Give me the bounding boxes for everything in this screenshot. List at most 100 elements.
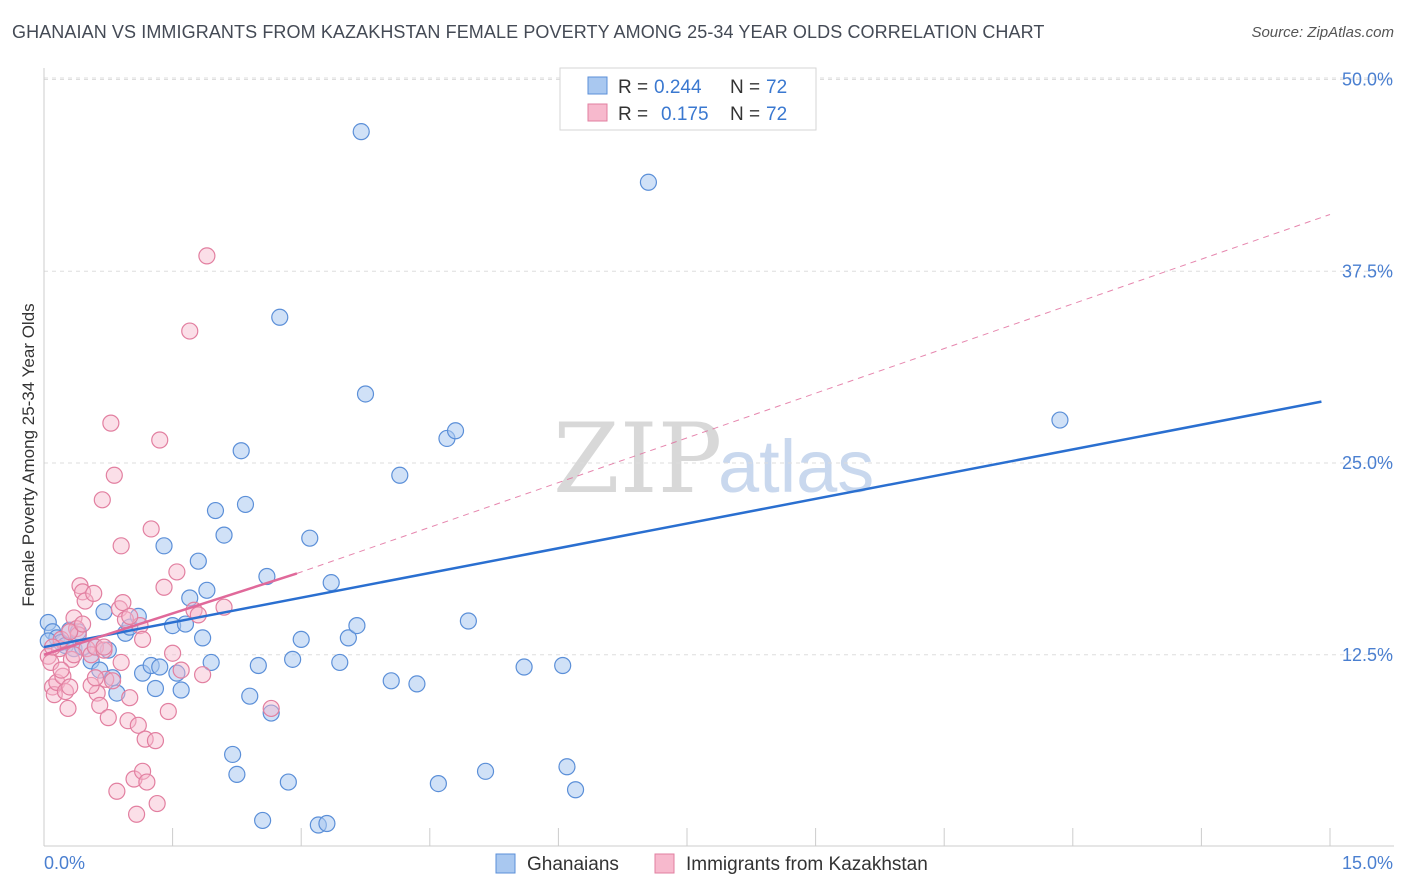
point-kazakhstan-33 [112,537,130,555]
point-ghanaian-51 [322,574,340,592]
bottom-legend-swatch-blue [495,853,516,874]
legend-swatch-pink [587,103,608,122]
legend-r-value-1: 0.244 [654,77,702,98]
point-ghanaian-65 [515,658,533,676]
point-kazakhstan-67 [133,630,152,649]
trend-line-ghanaians [43,400,1322,649]
point-kazakhstan-42 [133,762,152,780]
point-ghanaian-35 [224,745,242,764]
legend-box: R = 0.244 N = 72 R = 0.175 N = 72 [559,67,817,131]
point-kazakhstan-51 [164,644,182,662]
point-ghanaian-12 [95,603,113,621]
legend-r-label-2: R = [618,104,648,125]
watermark-zip: ZIP [553,403,722,515]
point-ghanaian-37 [232,442,250,460]
point-ghanaian-68 [566,781,585,799]
point-ghanaian-21 [146,679,165,698]
point-ghanaian-29 [189,552,207,570]
legend-r-label-1: R = [618,77,648,98]
point-ghanaian-33 [206,501,225,520]
point-ghanaian-30 [194,629,212,647]
point-kazakhstan-36 [119,712,137,730]
y-tick-label-0: 12.5% [1342,645,1393,665]
trend-line-kazakhstan [43,572,298,656]
y-tick-label-3: 50.0% [1342,70,1393,90]
point-ghanaian-69 [639,173,658,191]
point-kazakhstan-39 [127,805,146,823]
point-kazakhstan-12 [65,609,83,627]
point-kazakhstan-24 [93,491,111,509]
axes [43,68,1394,847]
x-tick-labels: 0.0% 15.0% [44,853,1393,873]
bottom-legend: Ghanaians Immigrants from Kazakhstan [495,853,928,875]
point-ghanaian-50 [318,814,336,833]
chart-source: Source: ZipAtlas.com [1251,24,1394,41]
point-kazakhstan-50 [159,702,177,721]
point-kazakhstan-48 [151,431,169,449]
legend-n-value-1: 72 [766,77,787,98]
point-ghanaian-66 [554,656,572,675]
point-ghanaian-23 [155,537,173,555]
y-tick-label-2: 37.5% [1342,261,1393,281]
point-ghanaian-40 [249,656,267,675]
point-kazakhstan-45 [142,520,160,538]
point-kazakhstan-66 [112,653,130,672]
trend-lines [43,214,1331,656]
point-kazakhstan-29 [103,672,122,690]
point-ghanaian-62 [446,422,465,440]
point-kazakhstan-60 [262,699,280,718]
y-axis-label: Female Poverty Among 25-34 Year Olds [19,303,38,606]
point-ghanaian-54 [348,617,366,635]
point-kazakhstan-28 [102,414,120,432]
point-kazakhstan-69 [86,669,105,687]
bottom-legend-swatch-pink [654,853,675,874]
bottom-legend-label-kazakhstan: Immigrants from Kazakhstan [686,854,928,875]
point-kazakhstan-68 [65,646,83,664]
chart-title: GHANAIAN VS IMMIGRANTS FROM KAZAKHSTAN F… [12,22,1045,42]
point-kazakhstan-11 [62,650,81,668]
point-ghanaian-47 [292,630,310,649]
point-ghanaian-34 [215,526,233,544]
point-ghanaian-63 [459,612,477,630]
point-kazakhstan-52 [168,563,186,581]
point-kazakhstan-57 [194,666,212,684]
x-tick-label-1: 15.0% [1342,853,1393,873]
point-ghanaian-36 [228,765,246,784]
point-kazakhstan-34 [114,593,132,612]
point-ghanaian-38 [236,495,255,514]
point-kazakhstan-61 [61,623,79,641]
legend-n-label-2: N = [730,104,760,125]
point-ghanaian-22 [151,658,169,676]
point-kazakhstan-63 [95,638,113,656]
point-kazakhstan-30 [105,466,123,484]
point-kazakhstan-10 [61,678,79,696]
x-tick-label-0: 0.0% [44,853,85,873]
point-kazakhstan-9 [59,699,77,718]
trend-line-kazakhstan-extension [296,214,1331,574]
point-kazakhstan-54 [181,322,199,340]
point-ghanaian-43 [262,704,280,722]
point-kazakhstan-56 [189,606,207,624]
point-ghanaian-67 [558,758,576,776]
point-ghanaian-45 [279,773,297,791]
point-ghanaian-57 [382,672,400,690]
grid-lines [44,77,1394,656]
point-ghanaian-60 [429,775,447,793]
point-kazakhstan-44 [138,773,156,791]
legend-n-value-2: 72 [766,104,787,125]
point-kazakhstan-20 [85,584,103,602]
legend-r-value-2: 0.175 [661,104,709,125]
point-ghanaian-32 [202,653,220,672]
point-ghanaian-41 [254,811,272,830]
point-ghanaian-59 [408,675,426,693]
point-kazakhstan-47 [148,794,166,813]
point-ghanaian-64 [476,762,495,780]
point-kazakhstan-70 [121,607,139,626]
point-ghanaian-48 [301,529,319,547]
point-ghanaian-26 [172,681,190,699]
point-kazakhstan-58 [198,247,216,265]
legend-swatch-blue [587,76,608,95]
point-ghanaian-31 [198,581,216,599]
series-kazakhstan [39,247,280,823]
